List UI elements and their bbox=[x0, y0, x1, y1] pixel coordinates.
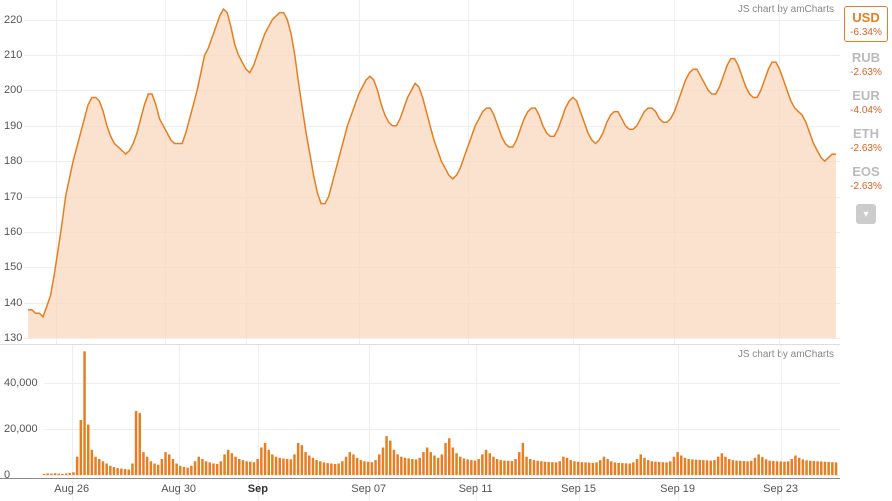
x-axis-label: Sep 07 bbox=[351, 483, 386, 495]
x-axis: Aug 26 Aug 30 Sep Sep 07 Sep 11 Sep 15 Sep 19 S… bbox=[0, 478, 840, 500]
currency-ticker: ETH bbox=[844, 126, 888, 141]
gridline-h bbox=[44, 475, 840, 476]
x-axis-label: Sep 19 bbox=[660, 483, 695, 495]
chevron-down-icon: ▾ bbox=[863, 209, 868, 220]
currency-ticker: RUB bbox=[844, 50, 888, 65]
currency-change: -6.34% bbox=[845, 27, 887, 38]
currency-sidebar: USD -6.34% RUB -2.63% EUR -4.04% ETH -2.… bbox=[840, 0, 892, 501]
x-axis-label: Sep 23 bbox=[763, 483, 798, 495]
currency-ticker: USD bbox=[845, 10, 887, 25]
currency-item-eur[interactable]: EUR -4.04% bbox=[844, 86, 888, 118]
currency-item-eth[interactable]: ETH -2.63% bbox=[844, 124, 888, 156]
x-axis-label: Aug 26 bbox=[54, 483, 89, 495]
price-chart[interactable]: JS chart by amCharts 1301401501601701801… bbox=[0, 0, 840, 345]
volume-chart[interactable]: JS chart by amCharts 020,00040,000 Aug 2… bbox=[0, 345, 840, 500]
expand-button[interactable]: ▾ bbox=[856, 204, 876, 224]
chart-area: JS chart by amCharts 1301401501601701801… bbox=[0, 0, 840, 501]
currency-item-rub[interactable]: RUB -2.63% bbox=[844, 48, 888, 80]
currency-ticker: EOS bbox=[844, 164, 888, 179]
volume-plot: 020,00040,000 bbox=[0, 345, 840, 500]
currency-ticker: EUR bbox=[844, 88, 888, 103]
chart-container: JS chart by amCharts 1301401501601701801… bbox=[0, 0, 892, 501]
currency-item-usd[interactable]: USD -6.34% bbox=[844, 6, 888, 42]
x-axis-label: Aug 30 bbox=[161, 483, 196, 495]
currency-change: -2.63% bbox=[844, 143, 888, 154]
currency-change: -2.63% bbox=[844, 181, 888, 192]
x-axis-label: Sep 11 bbox=[459, 483, 493, 495]
x-axis-label: Sep 15 bbox=[561, 483, 596, 495]
price-plot: 130140150160170180190200210220 bbox=[0, 0, 840, 344]
currency-item-eos[interactable]: EOS -2.63% bbox=[844, 162, 888, 194]
currency-change: -4.04% bbox=[844, 105, 888, 116]
currency-change: -2.63% bbox=[844, 67, 888, 78]
x-axis-label: Sep bbox=[248, 483, 268, 495]
